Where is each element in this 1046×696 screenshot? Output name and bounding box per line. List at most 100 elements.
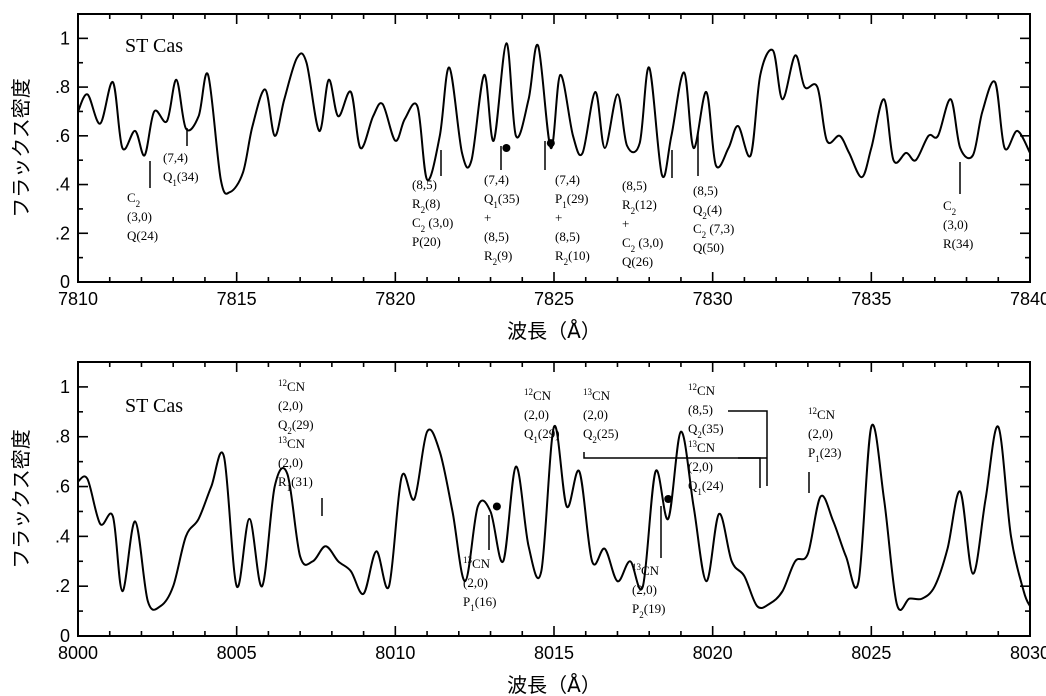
spectrum-line-series-1	[77, 42, 1031, 195]
line-id-text: (8,5)	[622, 178, 647, 193]
line-id-text: (8,5)	[484, 229, 509, 244]
line-id-text: R2(12)	[622, 197, 657, 216]
line-marker-dot	[546, 139, 555, 148]
line-id-text: (2,0)	[632, 582, 657, 597]
y-tick-label: .6	[55, 477, 70, 497]
line-id-text: 12CN	[688, 382, 716, 398]
x-tick-label: 7840	[1010, 289, 1046, 309]
y-axis-title: フラックス密度	[9, 429, 33, 568]
line-id-text: P(20)	[412, 234, 441, 249]
line-id-text: 13CN	[278, 435, 306, 451]
line-id-text: C2 (3,0)	[412, 215, 453, 234]
line-id-text: 13CN	[463, 555, 491, 571]
line-id-text: C2 (7,3)	[693, 221, 734, 240]
line-id-text: R2(8)	[412, 196, 440, 215]
line-identification-label: C2(3,0) R(34)	[943, 162, 973, 251]
plot-frame	[77, 361, 1031, 637]
line-marker-dot	[492, 502, 501, 511]
line-id-text: (7,4)	[555, 172, 580, 187]
x-tick-label: 8030	[1010, 643, 1046, 663]
line-id-text: +	[484, 210, 491, 225]
y-axis-title: フラックス密度	[9, 78, 33, 217]
line-id-text: (7,4)	[163, 150, 188, 165]
line-id-text: C2	[127, 190, 140, 209]
x-tick-label: 7835	[851, 289, 891, 309]
line-id-text: Q1(34)	[163, 169, 199, 188]
panel-title: ST Cas	[125, 395, 183, 417]
line-identification-label: (8,5) Q2(4)C2 (7,3)Q(50)	[693, 132, 734, 255]
x-axis-title: 波長（Å）	[507, 319, 601, 343]
line-id-text: (2,0)	[808, 426, 833, 441]
line-id-text: (3,0)	[943, 217, 968, 232]
line-id-text: R2(10)	[555, 248, 590, 267]
line-identification-label: (7,4) Q1(35)+ (8,5) R2(9)	[484, 146, 520, 267]
line-id-text: (2,0)	[278, 398, 303, 413]
y-tick-label: 0	[60, 626, 70, 646]
line-identification-label: 13CN (2,0) P2(19)	[632, 506, 665, 620]
x-tick-label: 7830	[693, 289, 733, 309]
line-id-text: R1(31)	[278, 474, 313, 493]
bracket-12cn-q2-35	[728, 410, 768, 486]
y-tick-label: 0	[60, 272, 70, 292]
line-identification-label: 12CN (8,5) Q2(35)13CN (2,0) Q1(24)	[688, 382, 724, 497]
y-tick-label: .4	[55, 526, 70, 546]
x-tick-label: 8020	[693, 643, 733, 663]
x-tick-label: 7820	[375, 289, 415, 309]
y-tick-label: .4	[55, 175, 70, 195]
line-id-text: Q(50)	[693, 240, 724, 255]
line-id-text: (2,0)	[524, 407, 549, 422]
x-tick-label: 8005	[217, 643, 257, 663]
line-marker-dot	[664, 495, 673, 503]
line-id-text: (8,5)	[412, 177, 437, 192]
y-tick-label: 1	[60, 377, 70, 397]
line-id-text: Q2(4)	[693, 202, 722, 221]
panel-title: ST Cas	[125, 35, 183, 57]
line-id-text: (2,0)	[688, 459, 713, 474]
line-id-text: Q1(29)	[524, 426, 560, 445]
line-identification-label: 12CN (2,0) Q2(29)13CN (2,0) R1(31)	[278, 378, 323, 516]
line-identification-label: 12CN (2,0) Q1(29)	[524, 387, 560, 445]
x-tick-label: 7815	[217, 289, 257, 309]
line-identification-label: (8,5) R2(12)+ C2 (3,0)Q(26)	[622, 150, 673, 269]
line-id-text: (8,5)	[555, 229, 580, 244]
line-id-text: +	[555, 210, 562, 225]
y-tick-label: .2	[55, 223, 70, 243]
y-tick-label: .2	[55, 576, 70, 596]
line-id-text: (8,5)	[688, 402, 713, 417]
line-identification-label: (8,5) R2(8)C2 (3,0)P(20)	[412, 150, 453, 249]
line-id-text: (7,4)	[484, 172, 509, 187]
plot-frame	[77, 13, 1031, 283]
line-id-text: +	[622, 216, 629, 231]
line-id-text: C2 (3,0)	[622, 235, 663, 254]
line-id-text: Q(26)	[622, 254, 653, 269]
x-tick-label: 8025	[851, 643, 891, 663]
line-id-text: P1(16)	[463, 594, 496, 613]
x-tick-label: 8015	[534, 643, 574, 663]
line-id-text: Q(24)	[127, 228, 158, 243]
line-id-text: 13CN	[583, 387, 611, 403]
line-id-text: 12CN	[278, 378, 306, 394]
line-id-text: (3,0)	[127, 209, 152, 224]
line-identification-label: (7,4) Q1(34)	[163, 128, 199, 188]
x-axis-title: 波長（Å）	[507, 673, 601, 696]
line-id-text: Q2(35)	[688, 421, 724, 440]
line-marker-dot	[502, 144, 511, 152]
line-identification-label: C2(3,0) Q(24)	[127, 161, 158, 243]
line-id-text: 12CN	[808, 406, 836, 422]
bracket-connectors	[583, 410, 768, 488]
line-id-text: 12CN	[524, 387, 552, 403]
line-id-text: C2	[943, 198, 956, 217]
line-identification-label: 13CN (2,0) Q2(25)	[583, 387, 619, 445]
x-tick-label: 7825	[534, 289, 574, 309]
line-id-text: R2(9)	[484, 248, 512, 267]
line-id-text: 13CN	[688, 439, 716, 455]
x-tick-label: 8010	[375, 643, 415, 663]
line-identification-label: (7,4) P1(29)+ (8,5) R2(10)	[544, 141, 590, 267]
y-tick-label: 1	[60, 28, 70, 48]
y-tick-label: .8	[55, 427, 70, 447]
bracket-12cn-q1-29	[583, 452, 761, 488]
line-id-text: Q2(29)	[278, 417, 314, 436]
spectrum-panel-1: 7810 7815 7820 7825 7830 7835 7840 0 .2 .4 .6 .8 1 波長…	[9, 13, 1046, 343]
line-id-text: 13CN	[632, 562, 660, 578]
